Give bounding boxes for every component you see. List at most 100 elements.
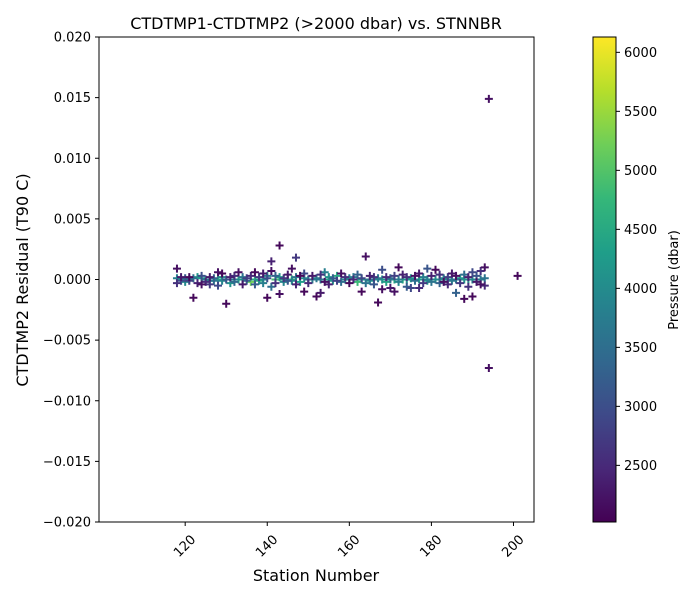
data-point: [402, 273, 411, 282]
data-point: [197, 280, 206, 289]
data-point: [361, 252, 370, 261]
y-tick-label: 0.005: [54, 212, 91, 227]
data-point: [283, 270, 292, 279]
data-point: [423, 264, 432, 273]
data-point: [460, 270, 469, 279]
data-point: [238, 273, 247, 282]
data-point: [185, 273, 194, 282]
data-point: [304, 279, 313, 288]
data-point: [189, 293, 198, 302]
colorbar-label: Pressure (dbar): [667, 230, 682, 330]
colorbar-tick-label: 5000: [624, 164, 657, 179]
data-point: [263, 293, 272, 302]
data-point: [472, 277, 481, 286]
data-point: [468, 275, 477, 284]
data-point: [320, 268, 329, 277]
data-point: [218, 276, 227, 285]
data-point: [222, 299, 231, 308]
x-axis-label: Station Number: [253, 566, 380, 585]
data-point: [209, 274, 218, 283]
data-point: [296, 271, 305, 280]
data-point: [427, 271, 436, 280]
data-point: [410, 271, 419, 280]
y-tick-label: 0.000: [54, 273, 91, 288]
data-point: [513, 271, 522, 280]
data-point: [452, 288, 461, 297]
data-point: [291, 280, 300, 289]
data-point: [324, 280, 333, 289]
x-tick-label: 180: [417, 532, 445, 560]
data-point: [390, 287, 399, 296]
data-point: [189, 274, 198, 283]
data-point: [177, 273, 186, 282]
data-point: [357, 287, 366, 296]
data-point: [205, 280, 214, 289]
data-point: [316, 288, 325, 297]
data-point: [300, 269, 309, 278]
colorbar-tick-label: 4000: [624, 282, 657, 297]
data-point: [349, 275, 358, 284]
data-point: [263, 274, 272, 283]
data-point: [452, 271, 461, 280]
y-tick-label: −0.010: [43, 394, 91, 409]
data-point: [365, 271, 374, 280]
colorbar-ticks: 2500 3000 3500 4000 4500 5000 5500 6000: [616, 46, 657, 474]
data-point: [230, 271, 239, 280]
data-point: [328, 274, 337, 283]
colorbar-tick-label: 3500: [624, 341, 657, 356]
data-point: [378, 265, 387, 274]
data-point: [267, 257, 276, 266]
data-point: [468, 268, 477, 277]
data-point: [431, 265, 440, 274]
data-point: [291, 273, 300, 282]
data-point: [406, 283, 415, 292]
data-point: [419, 279, 428, 288]
data-point: [431, 275, 440, 284]
y-tick-label: 0.010: [54, 152, 91, 167]
colorbar-tick-label: 5500: [624, 105, 657, 120]
data-point: [357, 274, 366, 283]
data-point: [172, 264, 181, 273]
data-point: [386, 274, 395, 283]
data-point: [390, 271, 399, 280]
data-point: [341, 273, 350, 282]
data-point: [275, 241, 284, 250]
data-point: [287, 264, 296, 273]
data-point: [308, 271, 317, 280]
data-point: [415, 283, 424, 292]
data-point: [443, 273, 452, 282]
data-point: [353, 277, 362, 286]
data-point: [193, 279, 202, 288]
data-point: [378, 285, 387, 294]
data-point: [238, 280, 247, 289]
data-point: [353, 270, 362, 279]
y-tick-label: 0.015: [54, 91, 91, 106]
data-point: [320, 277, 329, 286]
data-point: [447, 269, 456, 278]
data-point: [423, 275, 432, 284]
data-point: [300, 287, 309, 296]
data-point: [345, 279, 354, 288]
data-point: [337, 269, 346, 278]
y-tick-label: 0.020: [54, 31, 91, 46]
colorbar-tick-label: 4500: [624, 223, 657, 238]
data-point: [435, 270, 444, 279]
data-point: [267, 282, 276, 291]
data-point: [378, 275, 387, 284]
data-point: [398, 270, 407, 279]
data-point: [443, 280, 452, 289]
data-point: [259, 269, 268, 278]
data-point: [480, 263, 489, 272]
data-point: [246, 271, 255, 280]
colorbar-tick-label: 6000: [624, 46, 657, 61]
data-point: [242, 274, 251, 283]
colorbar-tick-label: 2500: [624, 459, 657, 474]
data-point: [275, 273, 284, 282]
data-point: [312, 274, 321, 283]
data-point: [468, 292, 477, 301]
data-point: [316, 270, 325, 279]
data-point: [275, 290, 284, 299]
data-point: [435, 279, 444, 288]
colorbar-tick-label: 3000: [624, 400, 657, 415]
